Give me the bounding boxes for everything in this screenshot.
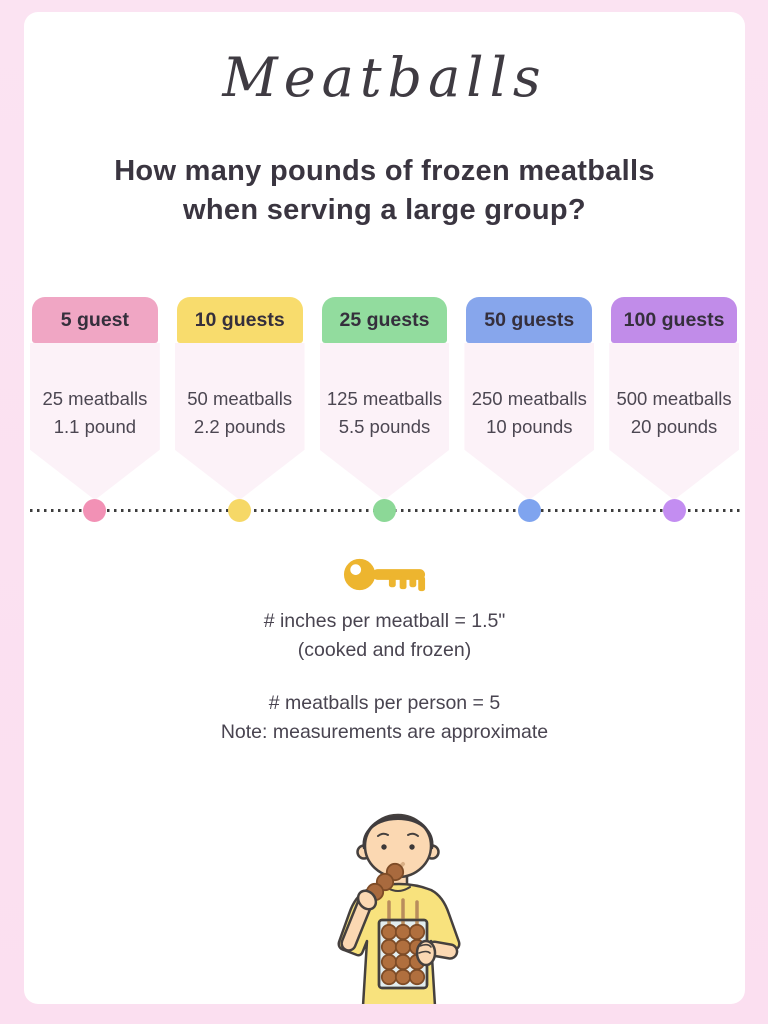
timeline-dot <box>83 498 107 522</box>
man-eating-meatball-skewers-illustration <box>323 790 473 1004</box>
pound-count: 5.5 pounds <box>338 416 431 437</box>
key-icon <box>24 553 745 601</box>
guest-count-badge: 100 guests <box>611 297 737 343</box>
pound-count: 20 pounds <box>630 416 718 437</box>
pound-count: 1.1 pound <box>53 416 137 437</box>
timeline-dots <box>30 498 739 522</box>
key-note-meatball-size: # inches per meatball = 1.5" (cooked and… <box>24 607 745 664</box>
timeline-dot <box>228 498 252 522</box>
meatball-count: 250 meatballs <box>471 388 587 409</box>
meatball-count: 50 meatballs <box>187 388 293 409</box>
heading-line-1: How many pounds of frozen meatballs <box>114 155 655 187</box>
note-cooked-frozen: (cooked and frozen) <box>297 638 472 661</box>
guest-cards-row: 5 guest 25 meatballs 1.1 pound 10 guests… <box>30 297 739 500</box>
pound-count: 10 pounds <box>486 416 573 437</box>
pound-count: 2.2 pounds <box>193 416 286 437</box>
key-note-per-person: # meatballs per person = 5 Note: measure… <box>24 689 745 746</box>
timeline <box>24 498 745 522</box>
card-values: 125 meatballs 5.5 pounds <box>319 343 450 500</box>
timeline-dot <box>517 498 541 522</box>
guest-count-badge: 5 guest <box>32 297 158 343</box>
card-values: 250 meatballs 10 pounds <box>464 343 595 500</box>
guest-card-100: 100 guests 500 meatballs 20 pounds <box>609 297 739 500</box>
guest-card-25: 25 guests 125 meatballs 5.5 pounds <box>319 297 450 500</box>
timeline-dot <box>662 498 686 522</box>
meatball-count: 25 meatballs <box>42 388 148 409</box>
note-meatballs-per-person: # meatballs per person = 5 <box>268 692 501 714</box>
guest-count-badge: 10 guests <box>176 297 303 343</box>
card-values: 500 meatballs 20 pounds <box>609 343 739 500</box>
page-title: Meatballs <box>222 46 547 109</box>
heading-line-2: when serving a large group? <box>183 194 586 226</box>
guest-card-50: 50 guests 250 meatballs 10 pounds <box>464 297 595 500</box>
timeline-dot <box>372 498 396 522</box>
guest-card-10: 10 guests 50 meatballs 2.2 pounds <box>174 297 305 500</box>
meatball-count: 125 meatballs <box>326 388 443 409</box>
card-values: 25 meatballs 1.1 pound <box>30 343 160 500</box>
card-values: 50 meatballs 2.2 pounds <box>174 343 305 500</box>
note-approximate: Note: measurements are approximate <box>220 720 549 743</box>
guest-card-5: 5 guest 25 meatballs 1.1 pound <box>30 297 160 500</box>
guest-count-badge: 50 guests <box>466 297 593 343</box>
guest-count-badge: 25 guests <box>321 297 448 343</box>
infographic-canvas: Meatballs How many pounds of frozen meat… <box>24 12 745 1004</box>
meatball-count: 500 meatballs <box>616 388 732 409</box>
main-heading: How many pounds of frozen meatballs when … <box>24 152 745 230</box>
note-inches-per-meatball: # inches per meatball = 1.5" <box>263 610 506 632</box>
